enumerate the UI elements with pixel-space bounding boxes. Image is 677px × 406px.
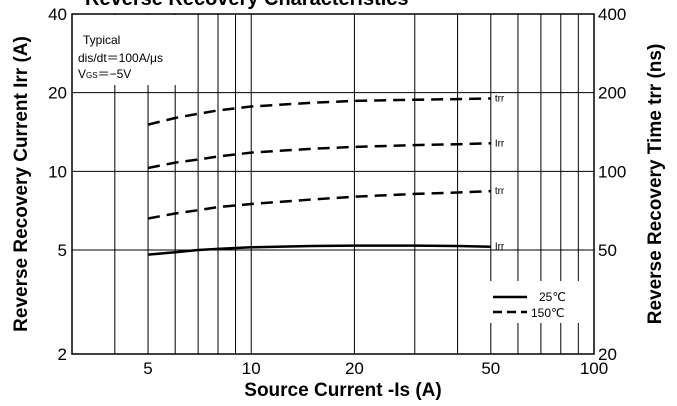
series-label: trr: [495, 186, 505, 197]
annotation-vgs-sub: GS: [86, 71, 98, 80]
annotation-vgs-value: ＝−5V: [98, 67, 132, 81]
y-left-tick-label: 10: [48, 162, 67, 181]
y-left-tick-label: 5: [58, 241, 67, 260]
tick-labels: 5 10 20 50 100 2 5 10 20 40 20 50 100 200 400: [48, 5, 626, 378]
chart-title: Reverse Recovery Characteristics: [85, 0, 409, 10]
series-label: Irr: [495, 242, 505, 253]
y-left-tick-label: 2: [58, 345, 67, 364]
legend-label-25c: 25℃: [539, 290, 566, 304]
conditions-annotation: Typical dis/dt＝100A/μs VGS＝−5V: [73, 15, 196, 85]
annotation-vgs-main: V: [78, 67, 86, 81]
legend: 25℃ 150℃: [486, 281, 586, 323]
x-tick-label: 50: [481, 359, 500, 378]
x-tick-label: 100: [580, 359, 608, 378]
annotation-didt: dis/dt＝100A/μs: [78, 51, 163, 65]
y-right-tick-label: 100: [598, 162, 626, 181]
y-left-tick-label: 20: [48, 84, 67, 103]
curves: trr Irr trr Irr: [147, 93, 505, 256]
y-axis-right-title: Reverse Recovery Time trr (ns): [645, 44, 666, 325]
y-right-tick-label: 200: [598, 84, 626, 103]
x-axis-title-main: Source Current -Is (A): [244, 380, 441, 401]
legend-background: [486, 281, 586, 323]
x-tick-label: 5: [143, 359, 152, 378]
series-trr-150c-line: [147, 97, 491, 126]
series-irr-25c-line: [147, 244, 491, 256]
x-tick-label: 10: [242, 359, 261, 378]
annotation-background: [73, 15, 196, 85]
series-label: Irr: [495, 138, 505, 149]
y-axis-left-title: Reverse Recovery Current Irr (A): [11, 36, 32, 332]
grid: [72, 14, 594, 354]
series-label: trr: [495, 93, 505, 104]
y-right-tick-label: 50: [598, 241, 617, 260]
y-right-tick-label: 400: [598, 5, 626, 24]
x-tick-label: 20: [345, 359, 364, 378]
x-axis-title: Source Current -Is (A): [244, 380, 441, 401]
legend-label-150c: 150℃: [531, 306, 565, 320]
series-trr-150c-line: [147, 189, 491, 220]
series-irr-150c-line: [147, 142, 491, 170]
y-right-tick-label: 20: [598, 345, 617, 364]
annotation-typical: Typical: [83, 33, 120, 47]
y-left-tick-label: 40: [48, 5, 67, 24]
annotation-vgs: VGS＝−5V: [78, 67, 131, 81]
